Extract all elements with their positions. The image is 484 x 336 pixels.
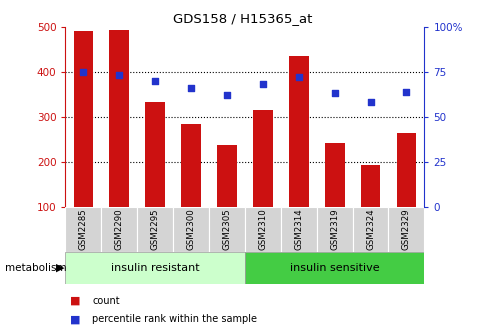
Bar [352, 207, 388, 252]
Text: count: count [92, 296, 120, 306]
Point [402, 89, 409, 94]
Point [223, 92, 230, 98]
Text: ■: ■ [70, 314, 81, 324]
Point [187, 85, 195, 91]
Bar [253, 110, 272, 207]
Bar [316, 207, 352, 252]
Text: insulin sensitive: insulin sensitive [289, 263, 378, 273]
Point [366, 100, 374, 105]
Text: ▶: ▶ [56, 263, 64, 273]
Point [294, 75, 302, 80]
Text: GSM2314: GSM2314 [294, 208, 302, 250]
Bar [65, 252, 244, 284]
Bar [209, 207, 244, 252]
Bar [288, 56, 308, 207]
Bar [388, 207, 424, 252]
Bar [217, 144, 236, 207]
Text: GSM2329: GSM2329 [401, 209, 410, 250]
Point [151, 78, 159, 84]
Text: GSM2285: GSM2285 [79, 208, 88, 250]
Point [115, 73, 123, 78]
Text: GSM2300: GSM2300 [186, 208, 195, 250]
Bar [109, 31, 129, 207]
Text: metabolism: metabolism [5, 263, 66, 273]
Bar [173, 207, 209, 252]
Point [330, 91, 338, 96]
Bar [181, 124, 200, 207]
Bar [244, 207, 280, 252]
Bar [145, 102, 165, 207]
Bar [65, 207, 101, 252]
Bar [360, 165, 379, 207]
Text: ■: ■ [70, 296, 81, 306]
Text: GDS158 / H15365_at: GDS158 / H15365_at [172, 12, 312, 25]
Bar [324, 143, 344, 207]
Text: GSM2319: GSM2319 [330, 209, 338, 250]
Bar [101, 207, 137, 252]
Text: GSM2324: GSM2324 [365, 208, 374, 250]
Point [258, 82, 266, 87]
Text: GSM2310: GSM2310 [258, 208, 267, 250]
Bar [244, 252, 424, 284]
Bar [396, 133, 415, 207]
Text: GSM2295: GSM2295 [151, 209, 159, 250]
Bar [137, 207, 173, 252]
Text: percentile rank within the sample: percentile rank within the sample [92, 314, 257, 324]
Text: GSM2305: GSM2305 [222, 208, 231, 250]
Bar [280, 207, 316, 252]
Text: insulin resistant: insulin resistant [111, 263, 199, 273]
Bar [74, 31, 93, 207]
Text: GSM2290: GSM2290 [115, 209, 123, 250]
Point [79, 69, 87, 75]
